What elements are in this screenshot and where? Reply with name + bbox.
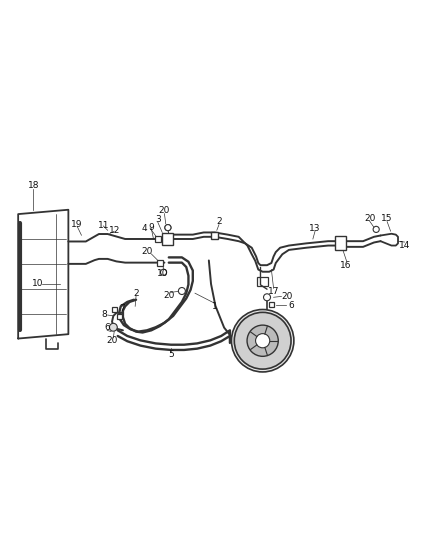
Circle shape <box>234 312 291 369</box>
Text: 3: 3 <box>155 215 161 224</box>
Text: 5: 5 <box>168 350 174 359</box>
Circle shape <box>160 269 166 276</box>
Text: 9: 9 <box>148 223 154 232</box>
Bar <box>335 236 346 250</box>
Circle shape <box>178 287 185 295</box>
Text: 15: 15 <box>381 214 393 223</box>
Circle shape <box>165 224 171 231</box>
Bar <box>155 236 161 242</box>
Text: 10: 10 <box>32 279 43 288</box>
Circle shape <box>165 224 171 231</box>
Bar <box>162 233 173 245</box>
Text: 20: 20 <box>159 206 170 215</box>
Text: 8: 8 <box>102 310 107 319</box>
Bar <box>269 302 274 307</box>
Circle shape <box>110 324 117 331</box>
Text: 16: 16 <box>340 261 351 270</box>
Text: 1: 1 <box>212 302 218 311</box>
Text: 20: 20 <box>163 291 174 300</box>
Bar <box>257 277 268 286</box>
Text: 2: 2 <box>133 289 139 298</box>
Text: 20: 20 <box>106 336 118 345</box>
Bar <box>117 313 122 319</box>
Text: 7: 7 <box>119 304 125 313</box>
Circle shape <box>264 294 271 301</box>
Text: 6: 6 <box>104 323 110 332</box>
Bar <box>112 308 117 312</box>
Circle shape <box>231 310 294 372</box>
Text: 11: 11 <box>98 221 109 230</box>
Text: 17: 17 <box>268 287 279 296</box>
Bar <box>211 232 218 239</box>
Circle shape <box>373 227 379 232</box>
Circle shape <box>255 334 270 348</box>
Circle shape <box>247 325 278 357</box>
Text: 6: 6 <box>288 301 294 310</box>
Text: 12: 12 <box>109 226 120 235</box>
Text: 13: 13 <box>309 223 321 232</box>
Text: 10: 10 <box>156 269 168 278</box>
Text: 18: 18 <box>28 181 39 190</box>
Text: 19: 19 <box>71 220 83 229</box>
Text: 4: 4 <box>142 223 148 232</box>
Text: 20: 20 <box>281 292 292 301</box>
Text: 14: 14 <box>399 241 410 250</box>
Text: 20: 20 <box>364 214 375 223</box>
Bar <box>157 260 163 265</box>
Text: 2: 2 <box>216 217 222 226</box>
Text: 20: 20 <box>141 247 153 256</box>
